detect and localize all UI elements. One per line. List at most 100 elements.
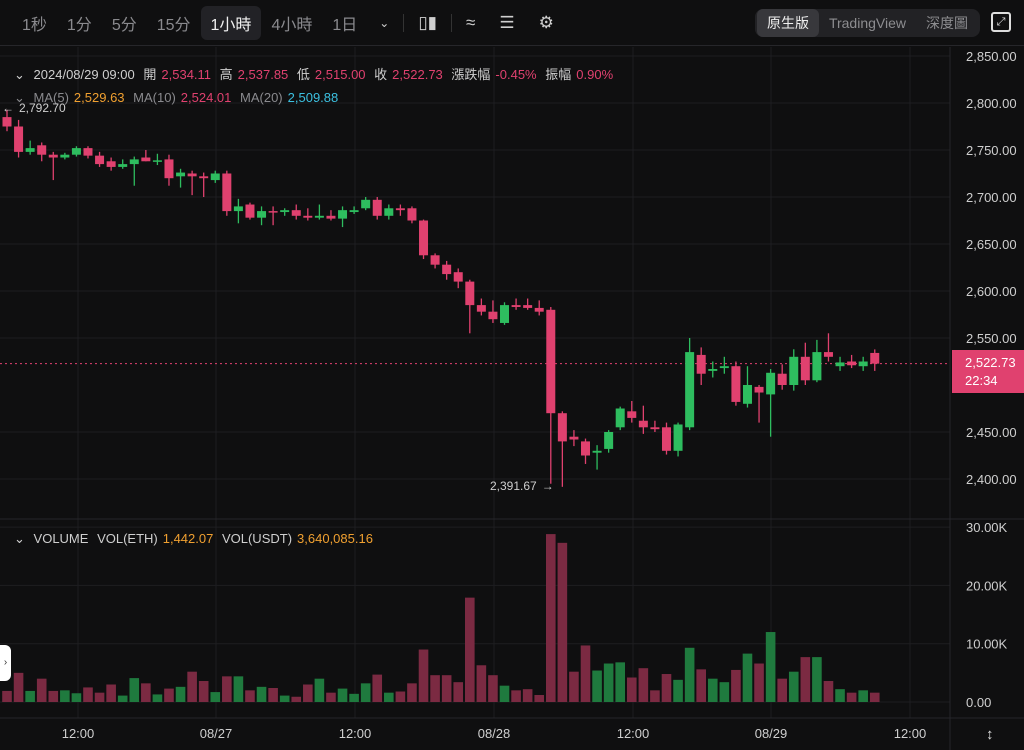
volume-bar — [754, 663, 764, 702]
ma20-label: MA(20) — [240, 90, 283, 105]
volume-bar — [777, 678, 787, 702]
candle-up — [766, 372, 776, 395]
candle-down — [419, 220, 429, 256]
volume-bar — [465, 597, 475, 702]
candle-down — [48, 154, 58, 158]
volume-bar — [117, 695, 128, 702]
volume-bar — [488, 675, 498, 702]
volume-label: VOLUME — [33, 531, 89, 546]
chevron-down-icon[interactable]: ⌄ — [379, 15, 390, 30]
volume-bar — [326, 692, 336, 702]
volume-bar — [48, 690, 59, 702]
volume-tick-label: 30.00K — [966, 520, 1008, 535]
ma10-value: 2,524.01 — [180, 90, 232, 105]
timeframe-1d[interactable]: 1日 — [332, 16, 358, 34]
candle-up — [858, 361, 868, 367]
volume-bar — [337, 688, 348, 702]
candle-down — [777, 373, 787, 385]
volume-bar — [279, 695, 290, 702]
view-tradingview[interactable]: TradingView — [828, 15, 906, 31]
volume-bar — [603, 663, 614, 702]
volume-bar — [83, 687, 93, 702]
candle-up — [25, 148, 35, 152]
volume-bar — [106, 684, 116, 702]
low-marker: 2,391.67 → — [490, 479, 554, 493]
candle-down — [823, 352, 833, 357]
volume-bar — [534, 695, 545, 702]
price-tick-label: 2,550.00 — [966, 331, 1017, 346]
amplitude-value: 0.90% — [576, 67, 614, 82]
view-native[interactable]: 原生版 — [756, 9, 819, 37]
volume-bar — [198, 681, 209, 702]
candle-up — [233, 206, 243, 212]
candle-up — [71, 148, 81, 155]
candle-down — [488, 311, 498, 320]
volume-bar — [661, 674, 672, 702]
volume-bar — [395, 691, 406, 702]
vol-eth-value: 1,442.07 — [162, 531, 214, 546]
candlestick-type-icon[interactable]: ▯▮ — [418, 12, 438, 32]
volume-bar — [731, 669, 741, 702]
collapse-icon[interactable]: ⌄ — [14, 67, 25, 82]
indicator-icon[interactable]: ≈ — [466, 12, 476, 32]
collapse-icon[interactable]: ⌄ — [14, 531, 25, 546]
volume-bar — [94, 692, 105, 702]
candle-down — [291, 210, 301, 216]
volume-bar — [71, 693, 82, 702]
candle-down — [442, 264, 452, 275]
timeframe-1m[interactable]: 1分 — [66, 16, 92, 34]
candle-down — [511, 305, 521, 307]
candle-down — [245, 204, 255, 218]
volume-bar — [314, 678, 325, 702]
volume-bar — [60, 690, 70, 702]
high-marker-value: 2,792.70 — [19, 101, 66, 115]
candle-down — [453, 272, 463, 282]
expand-handle[interactable]: › — [0, 645, 11, 681]
ma10-label: MA(10) — [133, 90, 176, 105]
volume-bar — [592, 670, 602, 702]
timeframe-1h[interactable]: 1小時 — [200, 5, 262, 40]
divider — [451, 13, 453, 32]
candle-countdown: 22:34 — [965, 373, 998, 388]
collapse-icon[interactable]: ⌄ — [14, 90, 25, 105]
timeframe-15m[interactable]: 15分 — [156, 16, 191, 34]
open-value: 2,534.11 — [161, 67, 212, 82]
price-tick-label: 2,850.00 — [966, 49, 1017, 64]
vol-usdt-label: VOL(USDT) — [221, 531, 293, 546]
volume-bar — [129, 678, 140, 702]
volume-bar — [453, 682, 464, 702]
gear-icon[interactable]: ⚙ — [538, 12, 554, 32]
current-price-tag: 2,522.73 22:34 — [952, 350, 1024, 393]
timeframe-1s[interactable]: 1秒 — [22, 16, 47, 34]
axis-resize-icon[interactable]: ↕ — [986, 726, 994, 743]
candle-down — [407, 208, 417, 221]
view-depth[interactable]: 深度圖 — [926, 15, 968, 31]
timeframe-5m[interactable]: 5分 — [111, 16, 137, 34]
volume-bar — [187, 671, 197, 702]
candle-up — [500, 305, 510, 323]
candle-up — [685, 352, 695, 428]
fullscreen-icon[interactable]: ⤢ — [991, 12, 1011, 32]
volume-bar — [141, 683, 151, 702]
candle-down — [430, 255, 440, 265]
volume-bar — [545, 534, 556, 702]
price-tick-label: 2,800.00 — [966, 96, 1017, 111]
candle-up — [673, 424, 683, 451]
volume-bar — [835, 689, 845, 702]
candle-up — [314, 215, 324, 218]
volume-bar — [673, 679, 683, 702]
timeframe-4h[interactable]: 4小時 — [271, 16, 313, 34]
volume-bar — [615, 662, 626, 702]
price-tick-label: 2,450.00 — [966, 425, 1017, 440]
ma5-label: MA(5) — [33, 90, 69, 105]
candle-up — [176, 172, 186, 177]
volume-tick-label: 10.00K — [966, 637, 1008, 652]
ma-legend: ⌄ MA(5) 2,529.63 MA(10) 2,524.01 MA(20) 2,5… — [14, 90, 343, 106]
candle-up — [361, 199, 371, 209]
list-settings-icon[interactable]: ☰ — [499, 12, 515, 32]
candle-up — [60, 154, 70, 158]
candle-up — [592, 450, 602, 453]
volume-bar — [210, 692, 221, 702]
volume-bar — [233, 676, 244, 702]
